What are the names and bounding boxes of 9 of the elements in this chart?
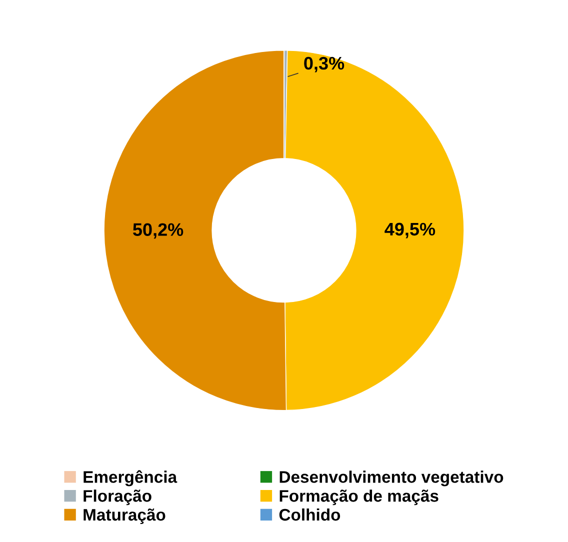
legend-label: Formação de maçãs bbox=[280, 490, 438, 506]
legend-label: Desenvolvimento vegetativo bbox=[280, 470, 504, 486]
legend-label: Maturação bbox=[84, 508, 166, 524]
data-label: 0,3% bbox=[304, 56, 344, 72]
data-label: 50,2% bbox=[133, 223, 184, 239]
legend-label: Colhido bbox=[279, 508, 340, 521]
legend-label: Floração bbox=[84, 490, 152, 506]
data-label: 49,5% bbox=[384, 222, 436, 238]
legend-label: Emergência bbox=[84, 470, 178, 486]
